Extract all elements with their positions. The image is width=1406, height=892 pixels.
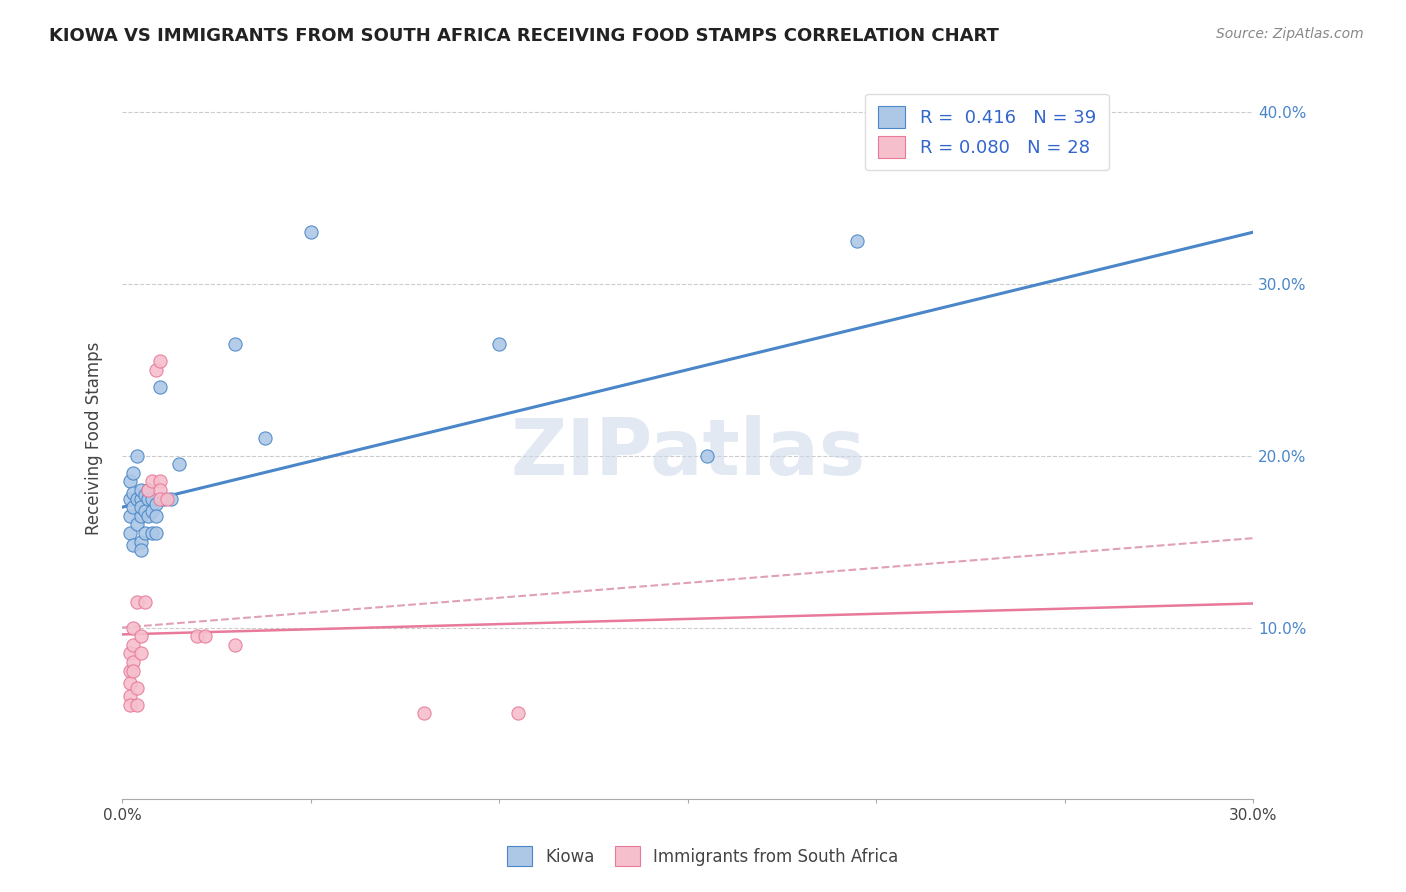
Point	[149, 491, 172, 506]
Point	[138, 483, 160, 497]
Point	[134, 595, 156, 609]
Point	[129, 483, 152, 497]
Point	[127, 491, 149, 506]
Legend: R =  0.416   N = 39, R = 0.080   N = 28: R = 0.416 N = 39, R = 0.080 N = 28	[866, 94, 1108, 170]
Point	[156, 491, 179, 506]
Point	[696, 449, 718, 463]
Point	[122, 655, 145, 669]
Text: ZIPatlas: ZIPatlas	[510, 415, 865, 491]
Point	[134, 503, 156, 517]
Legend: Kiowa, Immigrants from South Africa: Kiowa, Immigrants from South Africa	[501, 839, 905, 873]
Point	[160, 491, 183, 506]
Point	[127, 449, 149, 463]
Point	[127, 595, 149, 609]
Point	[118, 491, 141, 506]
Point	[118, 664, 141, 678]
Point	[118, 526, 141, 541]
Point	[134, 526, 156, 541]
Point	[141, 491, 163, 506]
Point	[145, 362, 167, 376]
Point	[138, 491, 160, 506]
Point	[122, 664, 145, 678]
Point	[194, 629, 217, 643]
Point	[129, 500, 152, 515]
Point	[149, 475, 172, 489]
Point	[412, 706, 434, 721]
Point	[138, 483, 160, 497]
Point	[149, 380, 172, 394]
Point	[141, 475, 163, 489]
Point	[122, 621, 145, 635]
Point	[145, 526, 167, 541]
Point	[118, 508, 141, 523]
Point	[118, 675, 141, 690]
Point	[118, 690, 141, 704]
Point	[167, 457, 190, 471]
Text: KIOWA VS IMMIGRANTS FROM SOUTH AFRICA RECEIVING FOOD STAMPS CORRELATION CHART: KIOWA VS IMMIGRANTS FROM SOUTH AFRICA RE…	[49, 27, 1000, 45]
Point	[122, 638, 145, 652]
Point	[129, 534, 152, 549]
Point	[127, 517, 149, 532]
Point	[118, 475, 141, 489]
Point	[122, 486, 145, 500]
Point	[224, 337, 246, 351]
Point	[129, 543, 152, 558]
Point	[129, 629, 152, 643]
Point	[127, 681, 149, 695]
Point	[122, 500, 145, 515]
Point	[129, 646, 152, 660]
Point	[145, 497, 167, 511]
Y-axis label: Receiving Food Stamps: Receiving Food Stamps	[86, 342, 103, 535]
Point	[122, 466, 145, 480]
Point	[122, 538, 145, 552]
Point	[224, 638, 246, 652]
Point	[129, 491, 152, 506]
Point	[846, 234, 869, 248]
Point	[118, 646, 141, 660]
Point	[141, 526, 163, 541]
Point	[118, 698, 141, 712]
Point	[506, 706, 529, 721]
Point	[152, 491, 174, 506]
Point	[129, 508, 152, 523]
Point	[141, 503, 163, 517]
Point	[134, 488, 156, 502]
Point	[149, 483, 172, 497]
Point	[299, 225, 322, 239]
Text: Source: ZipAtlas.com: Source: ZipAtlas.com	[1216, 27, 1364, 41]
Point	[488, 337, 510, 351]
Point	[186, 629, 208, 643]
Point	[127, 698, 149, 712]
Point	[254, 432, 277, 446]
Point	[138, 508, 160, 523]
Point	[149, 354, 172, 368]
Point	[145, 508, 167, 523]
